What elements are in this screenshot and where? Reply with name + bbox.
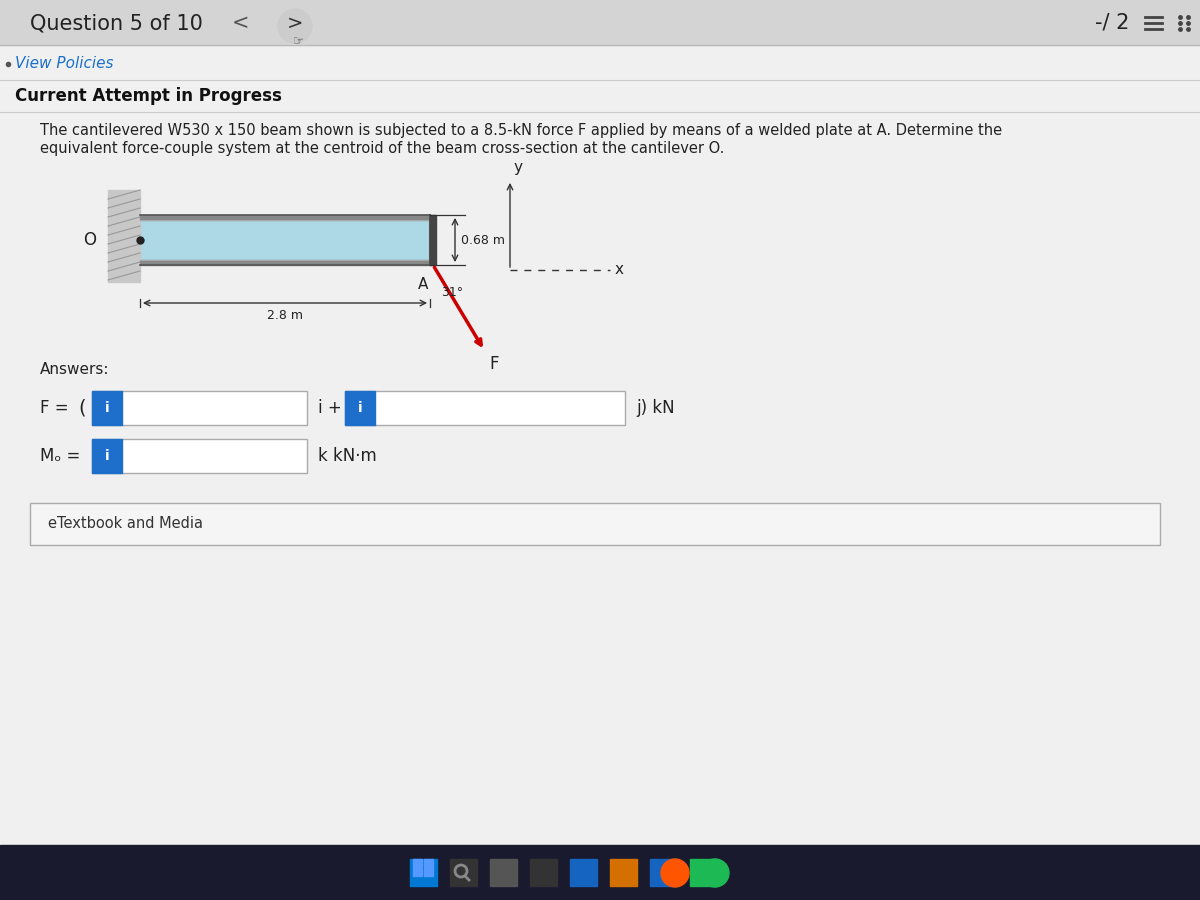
Bar <box>140 215 430 220</box>
Bar <box>570 859 598 886</box>
Text: <: < <box>232 13 248 33</box>
Text: Current Attempt in Progress: Current Attempt in Progress <box>14 87 282 105</box>
Text: 0.68 m: 0.68 m <box>461 233 505 247</box>
Text: x: x <box>616 263 624 277</box>
Bar <box>450 859 478 886</box>
FancyBboxPatch shape <box>30 503 1160 545</box>
FancyBboxPatch shape <box>92 391 307 425</box>
Text: A: A <box>418 277 428 292</box>
Text: >: > <box>287 14 304 32</box>
Bar <box>490 859 517 886</box>
Bar <box>424 859 433 867</box>
FancyBboxPatch shape <box>346 391 625 425</box>
Text: i +: i + <box>318 399 342 417</box>
Bar <box>413 868 422 876</box>
Bar <box>346 391 374 425</box>
Text: Mₒ =: Mₒ = <box>40 447 80 465</box>
Text: -/ 2: -/ 2 <box>1096 13 1129 33</box>
Bar <box>530 859 557 886</box>
Circle shape <box>278 9 312 43</box>
Bar <box>140 260 430 265</box>
Circle shape <box>701 859 730 887</box>
Text: ☞: ☞ <box>293 35 304 49</box>
Text: i: i <box>104 401 109 415</box>
Text: k kN·m: k kN·m <box>318 447 377 465</box>
Bar <box>430 215 436 265</box>
Text: The cantilevered W530 x 150 beam shown is subjected to a 8.5-kN force F applied : The cantilevered W530 x 150 beam shown i… <box>40 123 1002 139</box>
Bar <box>650 859 677 886</box>
Bar <box>413 859 422 867</box>
Text: Answers:: Answers: <box>40 363 109 377</box>
Text: j) kN: j) kN <box>636 399 674 417</box>
Circle shape <box>661 859 689 887</box>
Bar <box>0 845 1200 900</box>
Text: Question 5 of 10: Question 5 of 10 <box>30 13 203 33</box>
FancyBboxPatch shape <box>92 439 307 473</box>
Text: eTextbook and Media: eTextbook and Media <box>48 517 203 532</box>
Text: F: F <box>490 355 499 373</box>
Bar <box>0 0 1200 45</box>
Text: 31°: 31° <box>442 286 463 300</box>
Text: 2.8 m: 2.8 m <box>266 309 302 322</box>
Text: y: y <box>514 160 523 175</box>
Bar <box>92 439 122 473</box>
Text: equivalent force-couple system at the centroid of the beam cross-section at the : equivalent force-couple system at the ce… <box>40 141 725 157</box>
Text: O: O <box>83 231 96 249</box>
Bar <box>690 859 718 886</box>
Bar <box>610 859 637 886</box>
Bar <box>140 220 430 260</box>
Bar <box>410 859 437 886</box>
Text: i: i <box>358 401 362 415</box>
Bar <box>92 391 122 425</box>
Text: F =: F = <box>40 399 68 417</box>
Text: i: i <box>104 449 109 463</box>
Text: View Policies: View Policies <box>14 57 114 71</box>
Bar <box>424 868 433 876</box>
Text: (: ( <box>78 399 85 418</box>
Bar <box>108 190 140 282</box>
